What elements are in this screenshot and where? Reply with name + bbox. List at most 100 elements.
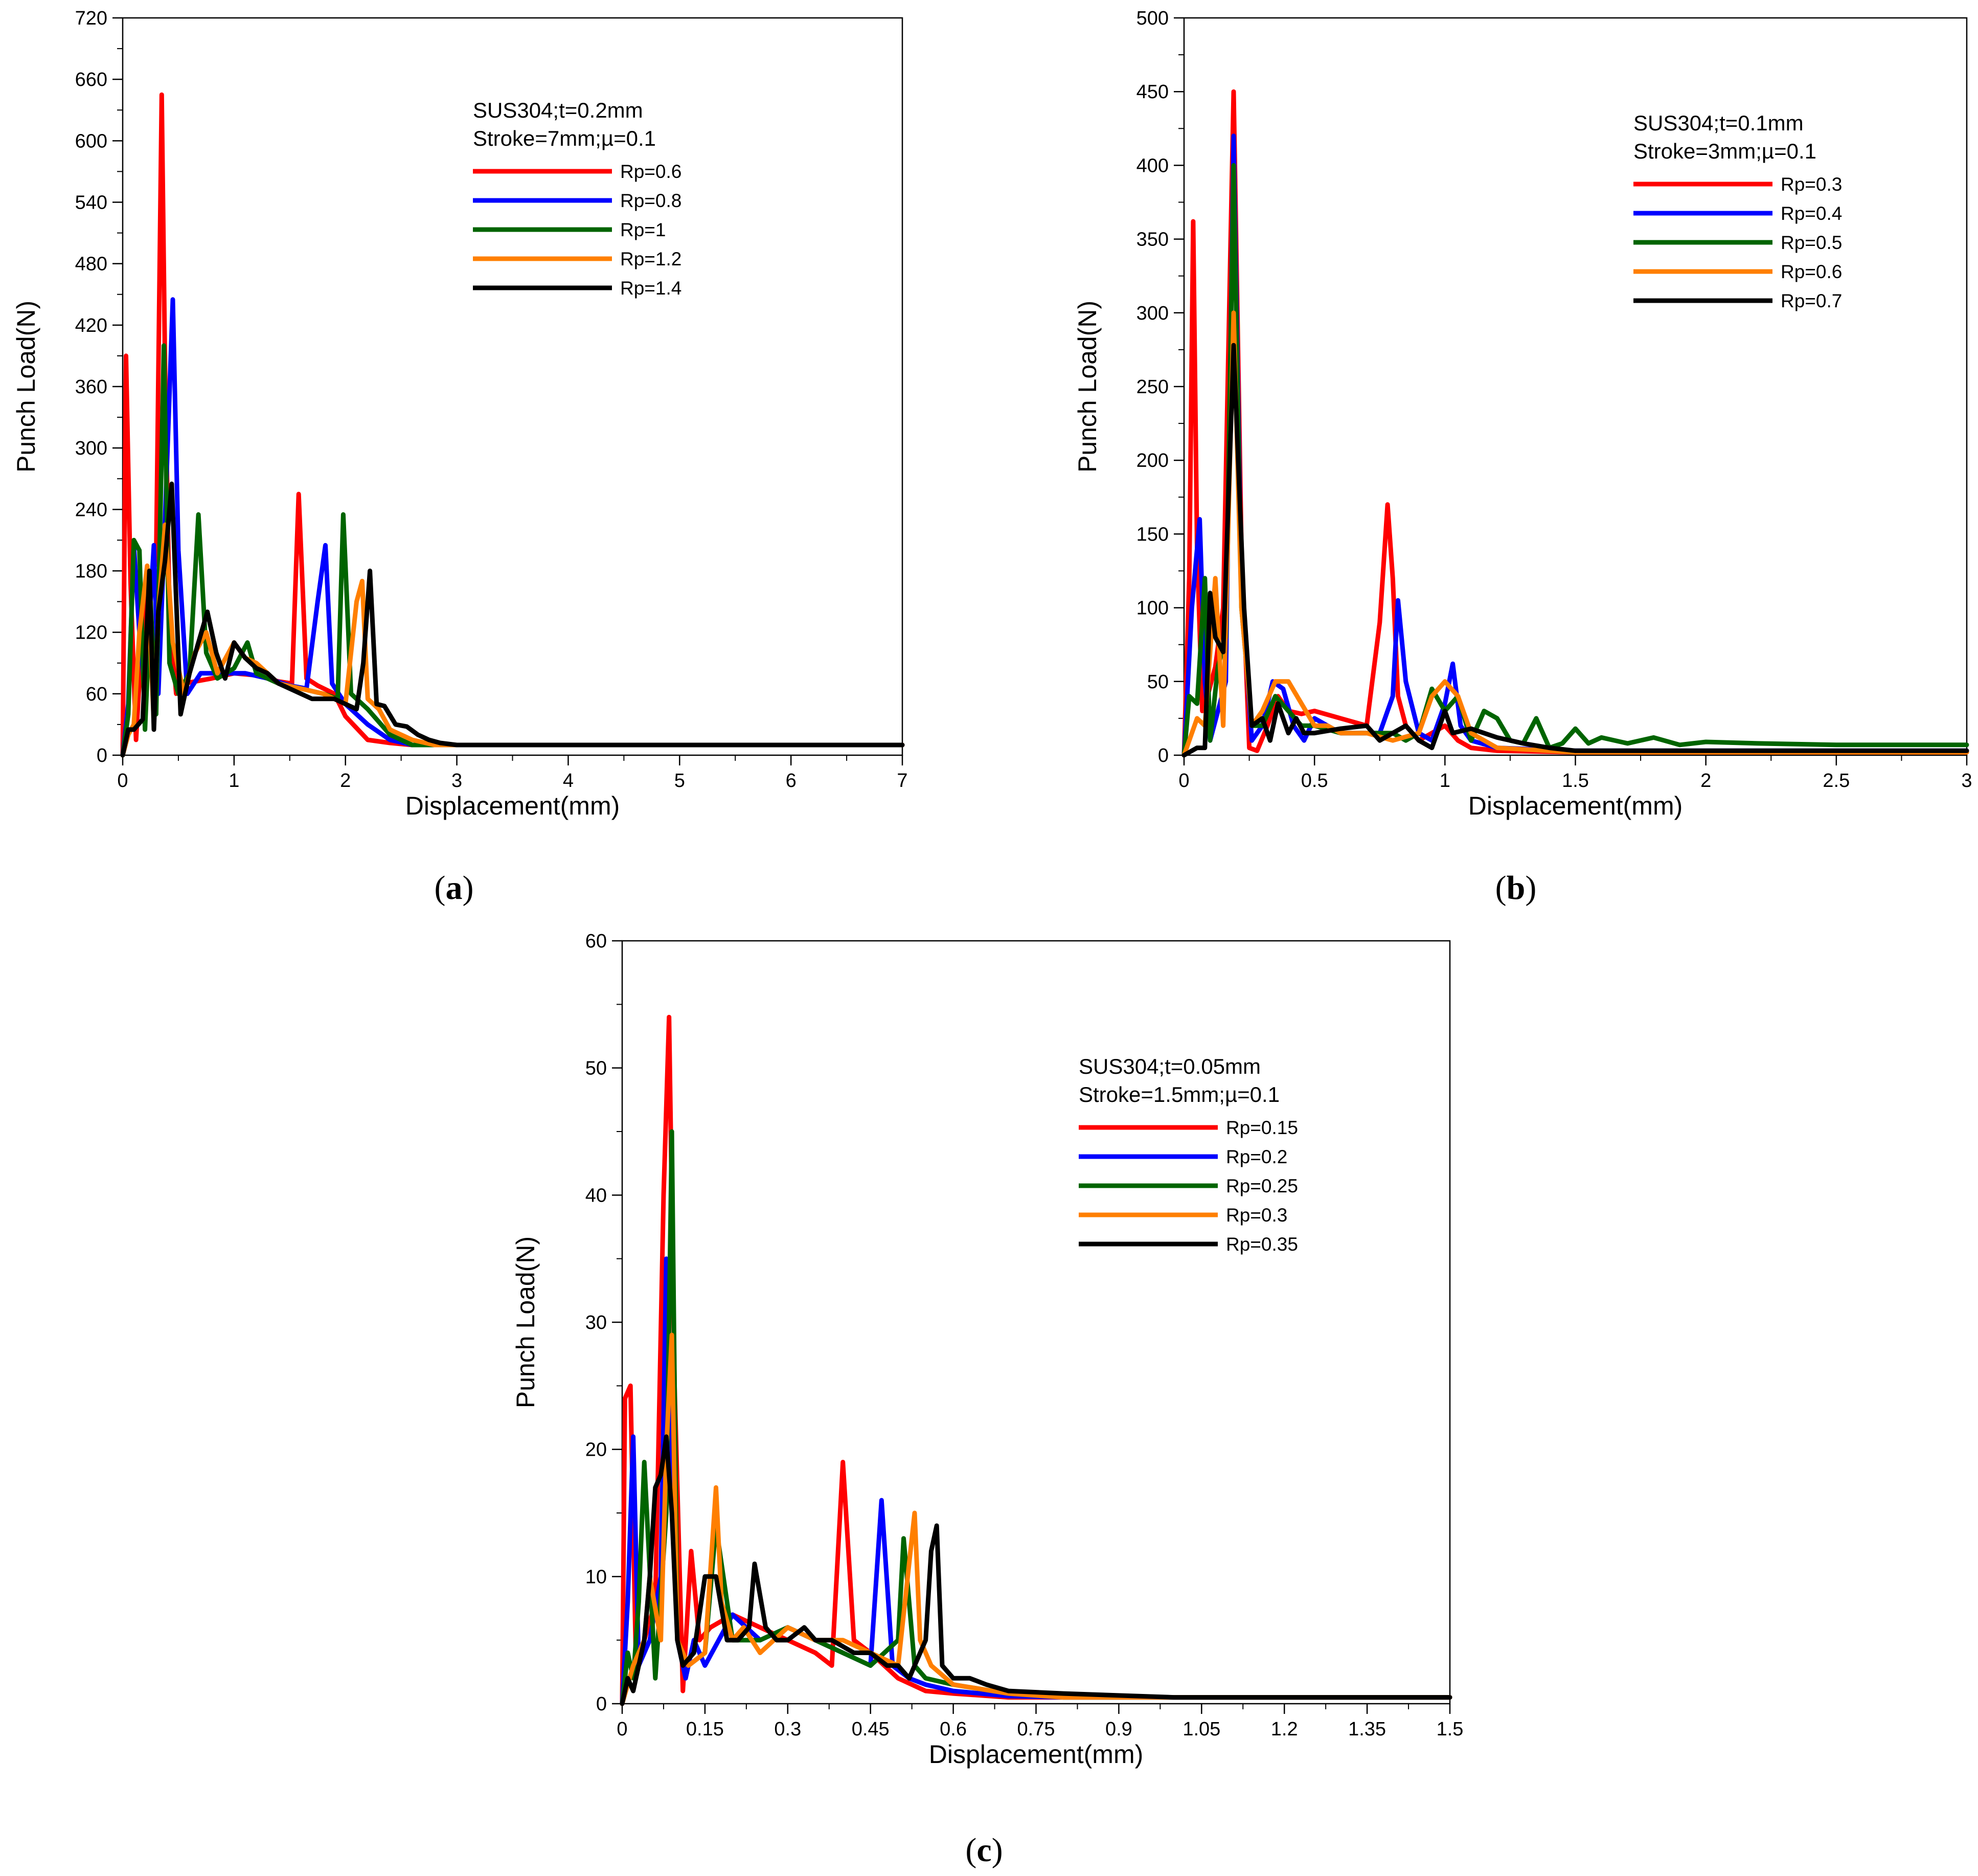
legend-entry-label: Rp=0.6 (620, 161, 681, 182)
legend-title-line-2: Stroke=7mm;µ=0.1 (473, 126, 656, 150)
legend-entry-label: Rp=0.35 (1226, 1234, 1298, 1255)
series-line-rp-0-7 (1181, 343, 1969, 758)
y-tick-label: 660 (75, 69, 107, 91)
y-tick-label: 100 (1136, 598, 1169, 619)
legend-title-line-2: Stroke=1.5mm;µ=0.1 (1079, 1082, 1280, 1106)
legend-entry-label: Rp=0.8 (620, 190, 681, 211)
panel-c-chart: 0 0.15 0.3 0.45 0.6 0.75 0.9 1.05 1.2 1.35 1.5 0 10 2… (511, 931, 1463, 1869)
y-tick-label: 450 (1136, 81, 1169, 103)
legend-entry-label: Rp=1.4 (620, 278, 681, 299)
x-tick-label: 1 (229, 770, 239, 792)
y-tick-label: 480 (75, 254, 107, 275)
series-line-rp-1-4 (120, 481, 905, 758)
panel-label: (c) (965, 1832, 1003, 1869)
series-line-rp-1 (120, 343, 905, 758)
y-tick-label: 600 (75, 130, 107, 152)
plot-frame (621, 940, 1451, 1705)
y-tick-label: 360 (75, 376, 107, 398)
panel-a-chart: 0 1 2 3 4 5 6 7 0 60 120 180 240 300 360 420 480 540 600 66… (12, 8, 908, 907)
series-line-rp-0-5 (1181, 163, 1969, 758)
x-tick-label: 1 (1440, 770, 1450, 792)
y-tick-label: 420 (75, 315, 107, 336)
series-line-rp-0-15 (620, 1014, 1452, 1706)
y-tick-label: 350 (1136, 229, 1169, 251)
y-tick-label: 40 (585, 1185, 607, 1206)
y-tick-label: 30 (585, 1312, 607, 1333)
x-tick-label: 2 (340, 770, 351, 792)
y-tick-label: 300 (75, 438, 107, 459)
legend-title-line-1: SUS304;t=0.1mm (1633, 111, 1804, 135)
y-tick-label: 540 (75, 192, 107, 214)
y-tick-label: 180 (75, 561, 107, 582)
legend-entry-label: Rp=0.4 (1781, 203, 1842, 224)
y-axis-title: Punch Load(N) (12, 301, 40, 472)
x-tick-label: 6 (786, 770, 797, 792)
panel-b-chart: 0 0.5 1 1.5 2 2.5 3 0 50 100 150 200 250 300 350 400 450… (1073, 8, 1972, 907)
y-tick-label: 0 (1158, 745, 1169, 766)
legend-entry-label: Rp=0.5 (1781, 232, 1842, 253)
legend-entry-label: Rp=1 (620, 219, 666, 240)
y-tick-label: 20 (585, 1439, 607, 1461)
legend-entry-label: Rp=0.15 (1226, 1117, 1298, 1138)
legend-title-line-2: Stroke=3mm;µ=0.1 (1633, 139, 1816, 163)
y-tick-label: 50 (585, 1058, 607, 1079)
legend-entry-label: Rp=0.2 (1226, 1146, 1287, 1167)
series-line-rp-0-35 (620, 1434, 1452, 1706)
y-axis-title: Punch Load(N) (1073, 301, 1102, 472)
panel-label: (b) (1495, 869, 1537, 907)
series-line-rp-0-3 (1181, 89, 1969, 758)
y-tick-label: 60 (86, 684, 107, 705)
x-tick-label: 1.5 (1437, 1719, 1464, 1740)
panel-label-letter: a (446, 869, 463, 907)
x-axis-title: Displacement(mm) (1468, 792, 1683, 820)
x-tick-label: 1.35 (1348, 1719, 1386, 1740)
y-tick-label: 0 (97, 745, 107, 766)
y-tick-label: 10 (585, 1566, 607, 1588)
y-tick-label: 60 (585, 931, 607, 952)
x-tick-label: 1.2 (1271, 1719, 1298, 1740)
y-tick-label: 500 (1136, 8, 1169, 29)
legend-entry-label: Rp=0.3 (1781, 174, 1842, 195)
x-axis-title: Displacement(mm) (405, 792, 620, 820)
x-axis-title: Displacement(mm) (929, 1740, 1144, 1769)
series-line-rp-0-2 (620, 1256, 1452, 1706)
legend-entry-label: Rp=0.3 (1226, 1205, 1287, 1226)
x-tick-label: 3 (451, 770, 462, 792)
panel-label-letter: b (1507, 869, 1526, 907)
x-tick-label: 1.05 (1183, 1719, 1220, 1740)
legend-title-line-1: SUS304;t=0.2mm (473, 98, 643, 122)
x-tick-label: 0 (1178, 770, 1189, 792)
legend-entry-label: Rp=0.7 (1781, 290, 1842, 311)
y-tick-label: 0 (596, 1693, 607, 1715)
panel-label: (a) (435, 869, 474, 907)
x-tick-label: 5 (674, 770, 685, 792)
x-tick-label: 0.45 (852, 1719, 890, 1740)
y-tick-label: 150 (1136, 524, 1169, 545)
legend-title-line-1: SUS304;t=0.05mm (1079, 1054, 1261, 1078)
y-tick-label: 50 (1147, 671, 1169, 693)
x-tick-label: 0.9 (1105, 1719, 1132, 1740)
legend-entry-label: Rp=1.2 (620, 248, 681, 269)
x-tick-label: 0.15 (686, 1719, 724, 1740)
legend-entry-label: Rp=0.25 (1226, 1176, 1298, 1196)
panel-label-letter: c (976, 1832, 991, 1869)
series-line-rp-0-6 (1181, 310, 1969, 758)
x-tick-label: 2 (1700, 770, 1711, 792)
x-tick-label: 7 (897, 770, 907, 792)
y-tick-label: 250 (1136, 376, 1169, 398)
series-line-rp-0-8 (120, 297, 905, 758)
plot-frame (1183, 17, 1968, 756)
legend-entry-label: Rp=0.6 (1781, 261, 1842, 282)
y-tick-label: 120 (75, 622, 107, 644)
y-tick-label: 400 (1136, 155, 1169, 176)
series-line-rp-0-3 (620, 1332, 1452, 1706)
x-tick-label: 0.6 (940, 1719, 967, 1740)
x-tick-label: 0.5 (1301, 770, 1328, 792)
series-line-rp-0-4 (1181, 133, 1969, 758)
x-tick-label: 4 (563, 770, 574, 792)
y-tick-label: 300 (1136, 303, 1169, 324)
x-tick-label: 0 (617, 1719, 627, 1740)
x-tick-label: 1.5 (1562, 770, 1589, 792)
x-tick-label: 0 (117, 770, 128, 792)
